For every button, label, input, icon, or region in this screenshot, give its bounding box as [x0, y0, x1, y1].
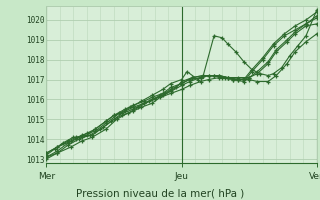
Text: Pression niveau de la mer( hPa ): Pression niveau de la mer( hPa ): [76, 188, 244, 198]
